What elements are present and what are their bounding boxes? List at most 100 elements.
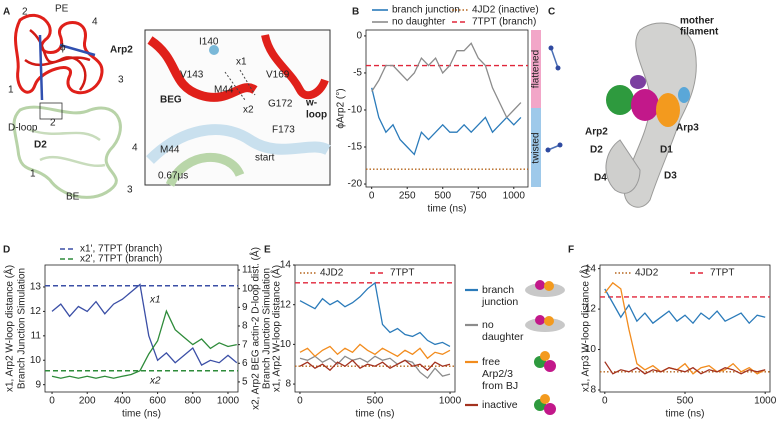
series-line (299, 343, 451, 360)
series-label: x1 (149, 295, 161, 306)
subunit (656, 93, 680, 127)
y-tick-label: 12 (280, 299, 292, 310)
x-tick-label: 250 (399, 191, 416, 202)
structure-label: 3 (118, 75, 124, 86)
series-line (604, 281, 766, 375)
subunit (606, 85, 634, 115)
icon (550, 47, 559, 69)
y2-axis-label: x2, Arp2 BEG actin-2 D-loop dist. (Å) (249, 247, 262, 410)
structure-label: 2 (50, 118, 56, 129)
y-tick-label: 10 (30, 355, 42, 366)
structure-label: BE (66, 192, 80, 203)
legend-label: 4JD2 (635, 268, 659, 279)
x-axis-label: time (ns) (356, 409, 395, 420)
x-tick-label: 0 (369, 191, 375, 202)
structure-label: D3 (664, 171, 677, 182)
icon (535, 315, 545, 325)
residue-label: V143 (180, 70, 204, 81)
inset-ribbon (261, 33, 329, 100)
y2-tick-label: 6 (242, 358, 248, 369)
legend-label: inactive (482, 399, 518, 411)
structure-label: D2 (34, 140, 47, 151)
actin-ribbon (12, 105, 122, 199)
y2-tick-label: 8 (242, 321, 248, 332)
legend-label: 4JD2 (inactive) (472, 5, 539, 16)
residue (209, 45, 219, 55)
structure-label: Arp3 (676, 123, 699, 134)
distance-marker (224, 69, 256, 101)
y-tick-label: 12 (585, 304, 597, 315)
arp2-ribbon (24, 29, 91, 91)
icon (544, 360, 556, 372)
y-axis-label: x1, Arp3 W-loop distance (Å) (579, 265, 592, 392)
structure-label: 4 (132, 143, 138, 154)
structure-label: 3 (127, 185, 133, 196)
y-axis-label: ϕArp2 (°) (336, 88, 347, 128)
axis-marker (38, 34, 96, 101)
x-tick-label: 0 (602, 396, 608, 407)
residue-label: start (255, 153, 275, 164)
x-tick-label: 1000 (439, 396, 462, 407)
structure-label: Arp2 (585, 127, 608, 138)
inset-ribbon (165, 152, 245, 188)
residue-label: G172 (268, 99, 293, 110)
icon (525, 318, 565, 332)
panel-e-icons (525, 280, 565, 415)
flattened-band (531, 30, 541, 108)
y-tick-label: 8 (285, 379, 291, 390)
plot-frame (599, 264, 771, 393)
structure-label: Arp2 (110, 45, 133, 56)
subunit (678, 87, 690, 103)
y-tick-label: 12 (30, 306, 42, 317)
panel-a-structure (12, 13, 122, 199)
legend-label: 7TPT (branch) (472, 17, 536, 28)
y2-tick-label: 11 (242, 265, 253, 276)
legend-label: branch junction (392, 5, 460, 16)
subunit (630, 75, 646, 89)
structure-label: 2 (22, 7, 28, 18)
y-tick-label: 9 (35, 379, 41, 390)
structure-label: mother (680, 16, 714, 27)
panel-b-side (531, 30, 563, 187)
legend-label: no daughter (392, 17, 446, 28)
y2-tick-label: 7 (242, 339, 248, 350)
icon (540, 394, 550, 404)
x-tick-label: 0 (297, 396, 303, 407)
plot-frame (44, 264, 239, 393)
panel-label: C (548, 7, 555, 18)
structure-label: 1 (8, 85, 14, 96)
y2-tick-label: 9 (242, 302, 248, 313)
legend-label: branch junction (482, 284, 519, 308)
x-axis-label: time (ns) (666, 409, 705, 420)
twisted-band (531, 108, 541, 187)
series-line (299, 281, 451, 347)
x-tick-label: 750 (470, 191, 487, 202)
y-axis-label: Branch Junction Simulation (17, 268, 28, 389)
icon (557, 142, 563, 148)
x-tick-label: 600 (149, 396, 166, 407)
panel-a-inset (144, 29, 331, 188)
subunit (631, 89, 659, 121)
series-line (371, 42, 522, 119)
x-tick-label: 1000 (754, 396, 777, 407)
y-tick-label: 11 (31, 330, 42, 341)
legend-label: 7TPT (710, 268, 734, 279)
y-tick-label: -10 (348, 105, 363, 116)
panel-label: F (568, 245, 574, 256)
legend-label: 7TPT (390, 268, 414, 279)
x-tick-label: 500 (434, 191, 451, 202)
residue-label: x1 (236, 57, 247, 68)
side-label: twisted (531, 132, 542, 163)
series-line (51, 283, 238, 366)
icon (544, 281, 554, 291)
series-line (604, 361, 766, 375)
icon (544, 403, 556, 415)
inset-ribbon (147, 36, 258, 102)
residue-label: V169 (266, 70, 290, 81)
icon (555, 65, 561, 71)
residue-label: loop (306, 110, 327, 121)
residue-label: BEG (160, 95, 182, 106)
x-tick-label: 200 (79, 396, 96, 407)
residue-label: M44 (214, 85, 234, 96)
